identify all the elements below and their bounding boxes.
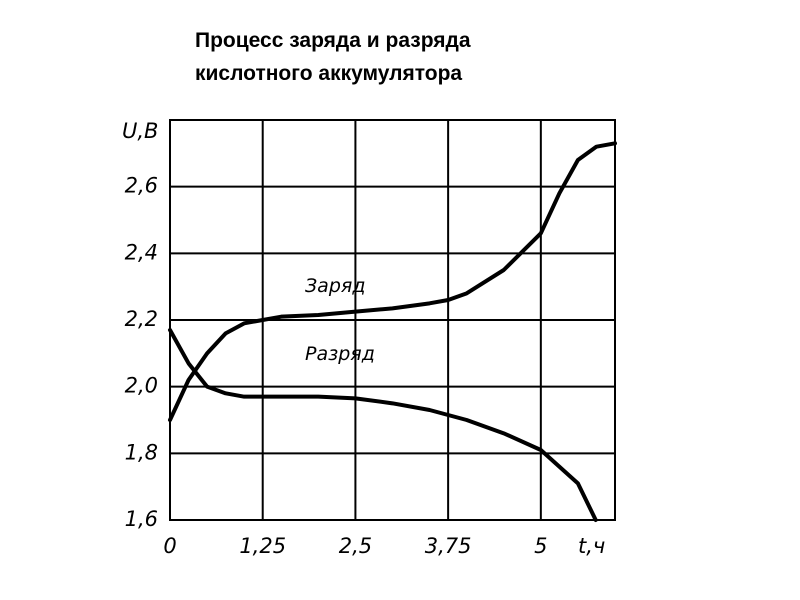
y-axis-label: U,В — [122, 119, 158, 143]
x-tick-label: 3,75 — [425, 534, 472, 558]
chart-title: Процесс заряда и разряда — [195, 29, 471, 52]
series-label: Разряд — [305, 343, 375, 365]
data-line — [168, 141, 617, 422]
y-tick-label: 2,2 — [125, 307, 158, 331]
x-tick-label: 1,25 — [239, 534, 286, 558]
y-tick-label: 1,8 — [125, 440, 158, 464]
x-tick-label: 2,5 — [339, 534, 372, 558]
y-tick-label: 2,4 — [125, 240, 158, 264]
x-axis-label: t,ч — [578, 534, 605, 558]
y-tick-label: 2,6 — [125, 174, 158, 198]
series-label: Заряд — [305, 275, 365, 297]
x-tick-label: 5 — [534, 534, 547, 558]
y-tick-label: 1,6 — [125, 507, 158, 531]
chart-title: кислотного аккумулятора — [195, 62, 462, 85]
data-line — [168, 328, 598, 522]
x-tick-label: 0 — [163, 534, 176, 558]
y-tick-label: 2,0 — [125, 374, 158, 398]
